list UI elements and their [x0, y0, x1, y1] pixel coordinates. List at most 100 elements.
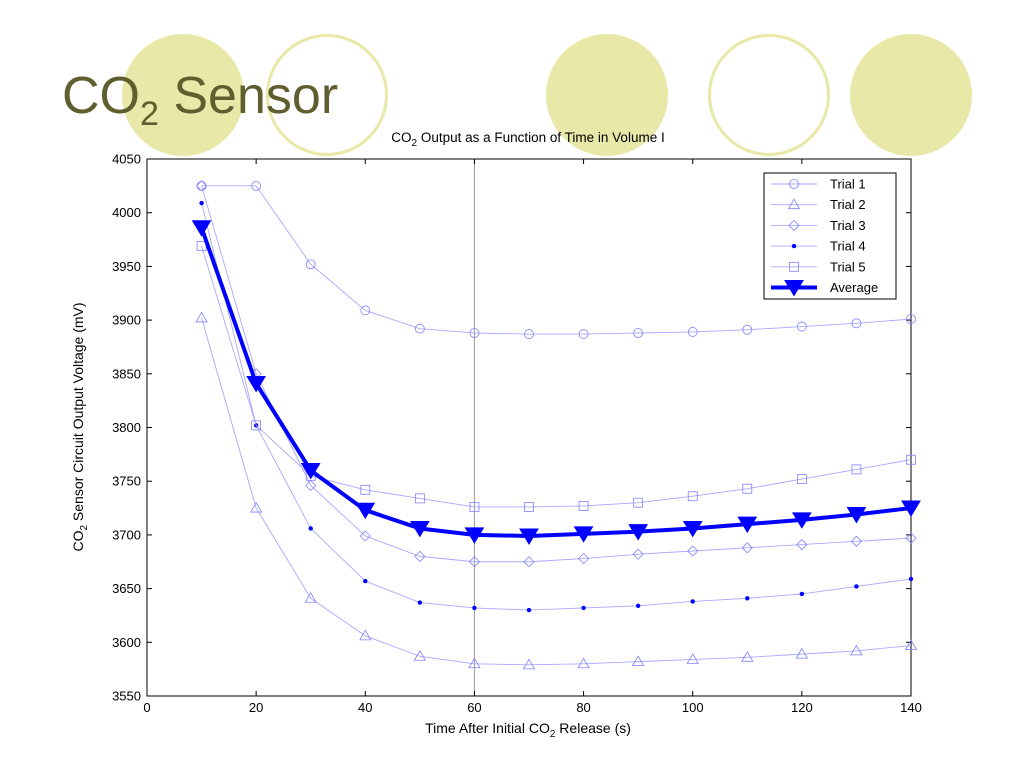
data-point [305, 259, 316, 270]
y-tick-label: 3600 [112, 635, 141, 650]
series-line [199, 227, 912, 538]
decor-circle-ring-2 [708, 34, 830, 156]
data-point [523, 556, 535, 568]
data-point [791, 512, 812, 529]
data-point [409, 520, 430, 538]
data-point [908, 576, 914, 582]
decor-circle-ring-1 [266, 34, 388, 156]
data-point [742, 324, 753, 335]
data-point [417, 600, 423, 605]
data-point [308, 526, 313, 531]
data-point [195, 311, 208, 323]
y-axis-label: CO2 Sensor Circuit Output Voltage (mV) [70, 302, 90, 551]
data-point [632, 548, 644, 560]
data-point [363, 578, 368, 584]
data-point [846, 506, 867, 524]
data-point [191, 220, 212, 237]
data-point [524, 502, 534, 512]
y-tick-label: 3950 [112, 259, 141, 274]
data-point [854, 584, 859, 589]
chart-title: CO2 Output as a Function of Time in Volu… [391, 130, 664, 149]
series-line [201, 202, 912, 611]
data-point [578, 501, 589, 511]
data-point [578, 329, 589, 339]
slide-title-main: CO [62, 67, 140, 125]
data-point [741, 542, 753, 554]
data-point [788, 219, 800, 231]
y-tick-label: 3700 [112, 527, 141, 542]
series-layer [191, 180, 921, 670]
data-point [524, 329, 534, 339]
legend-item-trial-1: Trial 1 [771, 177, 866, 192]
legend-item-trial-5: Trial 5 [771, 259, 866, 274]
data-point [359, 629, 372, 641]
y-tick-label: 3850 [112, 366, 141, 381]
data-point [784, 280, 804, 297]
y-tick-label: 4050 [112, 152, 141, 167]
data-point [522, 658, 536, 670]
series-line [201, 185, 912, 563]
legend-label: Trial 1 [830, 177, 866, 192]
data-point [795, 647, 809, 659]
data-point [305, 479, 317, 492]
y-tick-label: 4000 [112, 205, 141, 220]
data-point [300, 462, 321, 480]
data-point [414, 493, 425, 504]
x-tick-label: 0 [143, 700, 150, 715]
data-point [742, 483, 753, 494]
data-point [251, 420, 262, 431]
legend-item-average: Average [771, 280, 878, 297]
data-point [304, 591, 317, 603]
x-tick-label: 120 [791, 700, 813, 715]
series-trial-3 [196, 180, 917, 568]
data-point [851, 318, 862, 329]
legend-item-trial-4: Trial 4 [771, 239, 866, 254]
x-tick-label: 140 [900, 700, 922, 715]
data-point [414, 323, 425, 334]
data-point [633, 497, 644, 508]
data-point [787, 198, 801, 210]
data-point [246, 375, 267, 393]
data-point [796, 539, 808, 551]
legend-label: Trial 2 [830, 197, 866, 212]
y-axis: 3550 3600 3650 3700 3750 3800 3850 3900 3950 4000… [112, 152, 911, 704]
x-axis-label: Time After Initial CO2 Release (s) [425, 720, 631, 740]
legend-box [763, 172, 897, 300]
data-point [355, 502, 376, 520]
data-point [578, 552, 590, 565]
data-point [904, 639, 918, 650]
x-tick-label: 20 [249, 700, 263, 715]
data-point [468, 556, 480, 568]
decor-circle-filled-1 [122, 34, 244, 156]
data-point [581, 605, 586, 611]
data-point [905, 532, 917, 544]
data-point [635, 603, 641, 608]
data-point [577, 657, 590, 669]
data-point [906, 314, 916, 324]
legend-label: Trial 5 [830, 259, 866, 274]
y-tick-label: 3650 [112, 581, 141, 596]
data-point [799, 591, 805, 597]
data-point [745, 596, 750, 601]
data-point [573, 526, 594, 543]
data-point [687, 327, 698, 337]
legend-items: Trial 1 Trial 2 Trial 3 Trial 4 Trial 5 Avera… [771, 177, 878, 297]
data-point [469, 328, 480, 338]
data-point [249, 501, 263, 513]
data-point [737, 516, 758, 534]
data-point [413, 649, 427, 661]
data-point [850, 535, 862, 547]
data-point [251, 180, 262, 191]
legend-label: Trial 3 [830, 218, 866, 233]
y-tick-label: 3750 [112, 474, 141, 489]
data-point [526, 607, 532, 613]
y-tick-label: 3900 [112, 313, 141, 328]
data-point [687, 545, 699, 557]
x-tick-label: 40 [358, 700, 372, 715]
legend: Trial 1 Trial 2 Trial 3 Trial 4 Trial 5 Avera… [763, 172, 897, 300]
data-point [360, 305, 371, 316]
y-tick-label: 3800 [112, 420, 141, 435]
data-point [464, 527, 485, 544]
